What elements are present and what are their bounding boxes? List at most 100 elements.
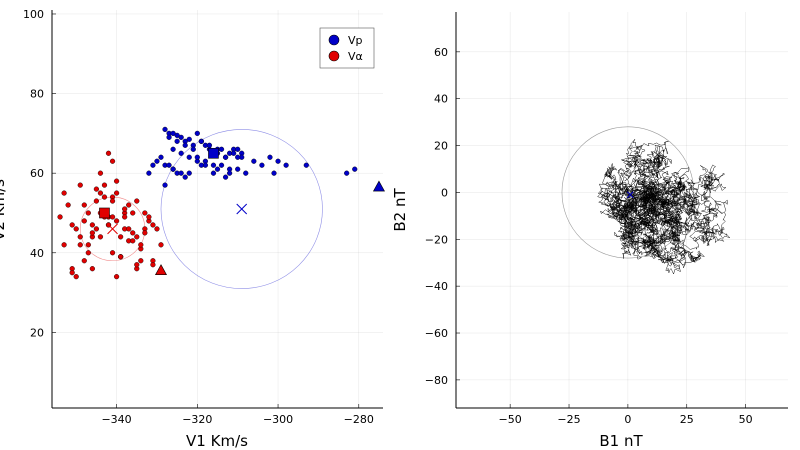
- valpha-point: [150, 222, 156, 228]
- vp-point: [186, 170, 192, 176]
- vp-point: [170, 146, 176, 152]
- vp-point: [243, 170, 249, 176]
- valpha-point: [130, 210, 136, 216]
- valpha-point: [138, 242, 144, 248]
- vp-spread-circle: [160, 129, 323, 289]
- valpha-point: [65, 202, 71, 208]
- vp-point: [194, 154, 200, 160]
- valpha-point: [150, 262, 156, 268]
- vp-point: [178, 150, 184, 156]
- right-panel: −50 −25 0 25 50 −80 −60 −40 −20 0 20 40 60 B1 nT B2 …: [391, 12, 788, 450]
- valpha-centroid-marker: [107, 223, 118, 235]
- legend: Vp Vα: [319, 27, 375, 69]
- valpha-point: [73, 274, 79, 280]
- valpha-point: [69, 222, 75, 228]
- vp-point: [259, 162, 265, 168]
- vp-point: [210, 170, 217, 176]
- vp-point: [182, 142, 188, 148]
- valpha-point: [130, 230, 136, 236]
- reference-circle: [561, 126, 695, 259]
- b-field-trace: [597, 139, 730, 275]
- valpha-point: [154, 226, 160, 232]
- left-x-tick-label: −320: [182, 413, 212, 426]
- right-grid: [456, 12, 788, 408]
- vp-point: [235, 146, 241, 152]
- right-marks: [561, 126, 730, 275]
- valpha-point: [77, 234, 83, 240]
- legend-label-vp: Vp: [348, 34, 363, 47]
- vp-point: [222, 154, 229, 160]
- right-y-tick-label: −40: [425, 280, 448, 293]
- vp-point: [198, 138, 204, 144]
- left-panel: −340 −320 −300 −280 20 40 60 80 100 V1 Km/s V2 K…: [0, 8, 385, 450]
- vp-point: [218, 146, 225, 152]
- vp-point: [162, 182, 168, 188]
- vp-point: [214, 166, 221, 172]
- valpha-point: [85, 210, 91, 216]
- b-center-marker: [626, 191, 634, 199]
- valpha-point: [89, 230, 95, 236]
- valpha-point: [101, 194, 108, 200]
- vp-point: [170, 166, 176, 172]
- valpha-point: [101, 182, 108, 188]
- right-y-tick-label: −80: [425, 374, 448, 387]
- vp-point: [210, 162, 217, 168]
- vp-point: [150, 162, 156, 168]
- valpha-point: [97, 190, 104, 196]
- valpha-point: [126, 226, 132, 232]
- valpha-point: [105, 150, 112, 156]
- vp-point: [222, 174, 229, 180]
- vp-point: [352, 166, 358, 172]
- valpha-point: [113, 218, 120, 224]
- left-y-tick-label: 80: [30, 88, 44, 101]
- valpha-point: [142, 230, 148, 236]
- valpha-point: [57, 214, 63, 220]
- valpha-point: [109, 158, 116, 164]
- vp-point: [182, 174, 188, 180]
- valpha-point: [134, 234, 140, 240]
- vp-centroid-marker: [236, 203, 248, 215]
- left-y-tick-label: 20: [30, 326, 44, 339]
- legend-label-valpha: Vα: [348, 50, 363, 63]
- valpha-point: [89, 222, 95, 228]
- right-y-axis-label: B2 nT: [391, 188, 409, 232]
- legend-marker-vp: [328, 34, 340, 46]
- valpha-point: [122, 214, 128, 220]
- valpha-point: [142, 210, 148, 216]
- vp-point: [271, 170, 277, 176]
- valpha-point: [77, 242, 83, 248]
- vp-point: [227, 170, 233, 176]
- valpha-point: [81, 202, 87, 208]
- valpha-point: [146, 214, 152, 220]
- vp-point: [178, 170, 184, 176]
- valpha-point: [85, 242, 91, 248]
- vp-point: [186, 154, 192, 160]
- valpha-point: [158, 242, 164, 248]
- valpha-triangle-marker: [154, 264, 167, 275]
- vp-point: [174, 138, 180, 144]
- vp-triangle-marker: [372, 180, 385, 192]
- valpha-point: [113, 190, 120, 196]
- right-x-tick-label: −25: [557, 413, 580, 426]
- right-x-tick-label: 25: [680, 413, 694, 426]
- valpha-point: [97, 170, 104, 176]
- valpha-point: [130, 238, 136, 244]
- right-y-tick-label: 0: [441, 186, 448, 199]
- right-x-tick-label: 0: [624, 413, 631, 426]
- valpha-point: [73, 226, 79, 232]
- vp-point: [146, 170, 152, 176]
- vp-point: [344, 170, 350, 176]
- valpha-mean-marker: [99, 207, 110, 219]
- right-y-tick-label: −60: [425, 327, 448, 340]
- vp-point: [166, 162, 172, 168]
- valpha-point: [134, 262, 140, 268]
- valpha-point: [97, 234, 104, 240]
- vp-point: [303, 162, 309, 168]
- vp-point: [190, 146, 196, 152]
- left-marks: [57, 126, 385, 289]
- vp-point: [235, 166, 241, 172]
- vp-point: [206, 142, 213, 148]
- right-x-tick-label: 50: [739, 413, 753, 426]
- vp-point: [235, 154, 241, 160]
